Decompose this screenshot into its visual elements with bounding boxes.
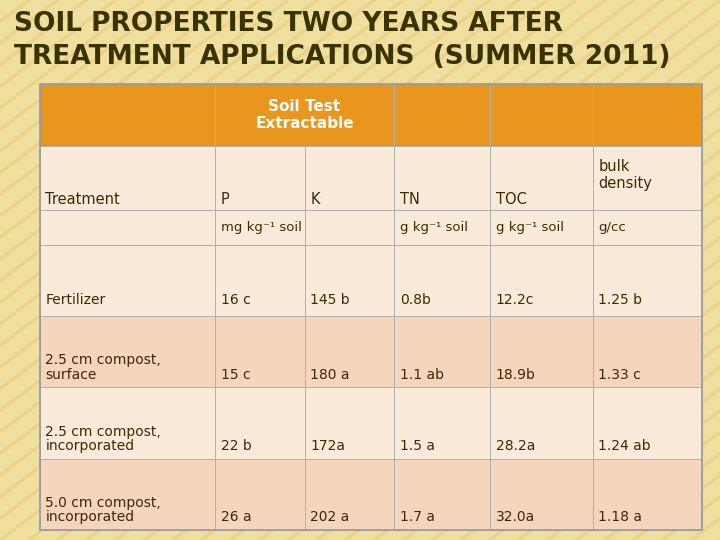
Text: TREATMENT APPLICATIONS  (SUMMER 2011): TREATMENT APPLICATIONS (SUMMER 2011): [14, 44, 671, 70]
Text: g kg⁻¹ soil: g kg⁻¹ soil: [496, 220, 564, 234]
Bar: [593, 146, 702, 210]
Bar: [394, 210, 490, 245]
Bar: [215, 210, 305, 245]
Text: K: K: [310, 192, 320, 207]
Bar: [490, 245, 593, 316]
Bar: [490, 459, 593, 530]
Text: 5.0 cm compost,: 5.0 cm compost,: [45, 496, 161, 510]
Bar: [490, 388, 593, 459]
Text: 15 c: 15 c: [221, 368, 251, 382]
Bar: [593, 245, 702, 316]
Bar: [394, 84, 490, 146]
Text: 1.1 ab: 1.1 ab: [400, 368, 444, 382]
Text: mg kg⁻¹ soil: mg kg⁻¹ soil: [221, 220, 302, 234]
Text: P: P: [221, 192, 230, 207]
Text: 16 c: 16 c: [221, 293, 251, 307]
Text: g kg⁻¹ soil: g kg⁻¹ soil: [400, 220, 468, 234]
Bar: [40, 210, 215, 245]
Text: surface: surface: [45, 368, 96, 382]
Text: 28.2a: 28.2a: [496, 439, 535, 453]
Bar: [394, 245, 490, 316]
Text: 1.7 a: 1.7 a: [400, 510, 435, 524]
Text: 2.5 cm compost,: 2.5 cm compost,: [45, 425, 161, 438]
Bar: [305, 316, 394, 388]
Bar: [40, 84, 702, 530]
Text: Fertilizer: Fertilizer: [45, 293, 106, 307]
Text: 202 a: 202 a: [310, 510, 350, 524]
Text: TOC: TOC: [496, 192, 526, 207]
Text: incorporated: incorporated: [45, 510, 135, 524]
Bar: [490, 84, 593, 146]
Bar: [215, 316, 305, 388]
Bar: [593, 388, 702, 459]
Bar: [305, 210, 394, 245]
Text: 0.8b: 0.8b: [400, 293, 431, 307]
Text: 22 b: 22 b: [221, 439, 252, 453]
Bar: [394, 459, 490, 530]
Bar: [490, 146, 593, 210]
Text: 18.9b: 18.9b: [496, 368, 536, 382]
Text: incorporated: incorporated: [45, 439, 135, 453]
Bar: [215, 245, 305, 316]
Text: SOIL PROPERTIES TWO YEARS AFTER: SOIL PROPERTIES TWO YEARS AFTER: [14, 11, 563, 37]
Text: g/cc: g/cc: [598, 220, 626, 234]
Bar: [593, 210, 702, 245]
Text: 1.24 ab: 1.24 ab: [598, 439, 651, 453]
Text: 1.25 b: 1.25 b: [598, 293, 642, 307]
Bar: [305, 388, 394, 459]
Text: Treatment: Treatment: [45, 192, 120, 207]
Text: 1.33 c: 1.33 c: [598, 368, 642, 382]
Bar: [593, 316, 702, 388]
Bar: [305, 146, 394, 210]
Bar: [593, 84, 702, 146]
Text: 26 a: 26 a: [221, 510, 251, 524]
Text: Soil Test
Extractable: Soil Test Extractable: [256, 98, 354, 131]
Bar: [215, 388, 305, 459]
Bar: [40, 146, 215, 210]
Text: 32.0a: 32.0a: [496, 510, 535, 524]
Bar: [40, 245, 215, 316]
Text: TN: TN: [400, 192, 420, 207]
Text: 2.5 cm compost,: 2.5 cm compost,: [45, 353, 161, 367]
Text: bulk
density: bulk density: [598, 159, 652, 191]
Text: 145 b: 145 b: [310, 293, 350, 307]
Bar: [40, 388, 215, 459]
Bar: [40, 316, 215, 388]
Text: 172a: 172a: [310, 439, 346, 453]
Text: 1.5 a: 1.5 a: [400, 439, 435, 453]
Bar: [394, 388, 490, 459]
Bar: [593, 459, 702, 530]
Bar: [215, 459, 305, 530]
Bar: [305, 459, 394, 530]
Bar: [215, 146, 305, 210]
Bar: [40, 459, 215, 530]
Bar: [394, 146, 490, 210]
Text: 12.2c: 12.2c: [496, 293, 534, 307]
Text: 1.18 a: 1.18 a: [598, 510, 642, 524]
Bar: [40, 84, 215, 146]
Bar: [490, 210, 593, 245]
Text: 180 a: 180 a: [310, 368, 350, 382]
Bar: [394, 316, 490, 388]
Bar: [305, 245, 394, 316]
Bar: [490, 316, 593, 388]
Bar: [215, 84, 394, 146]
